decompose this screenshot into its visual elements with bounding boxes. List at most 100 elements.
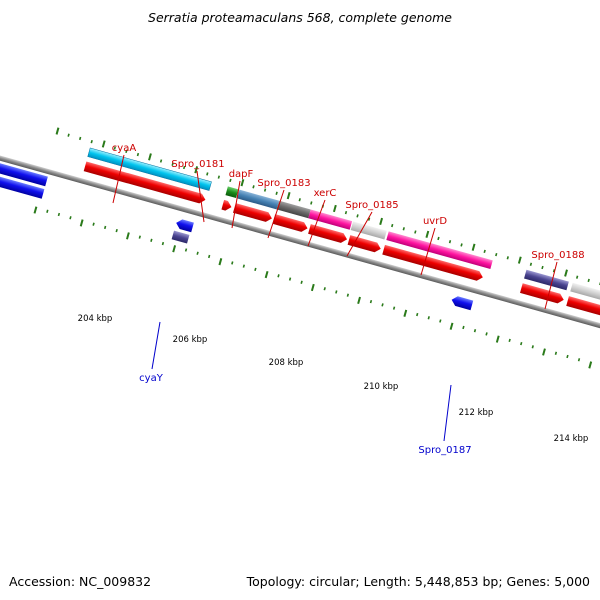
major-tick — [172, 245, 177, 253]
major-tick — [564, 269, 568, 277]
major-tick — [194, 166, 199, 174]
minor-tick — [391, 223, 394, 228]
Spro_0188-feature[interactable] — [524, 269, 569, 291]
connector-Spro_0188 — [544, 261, 558, 310]
connector-Spro_0187 — [443, 384, 452, 442]
minor-tick — [448, 240, 452, 244]
minor-tick — [506, 256, 509, 260]
next-forward-gene[interactable] — [566, 296, 600, 323]
Spro_0181-feature[interactable] — [225, 186, 239, 199]
major-tick — [542, 348, 546, 356]
minor-tick — [206, 172, 209, 176]
dapF-feature[interactable] — [237, 189, 279, 210]
label-dapF[interactable]: dapF — [229, 169, 254, 180]
major-tick — [33, 206, 38, 214]
minor-tick — [575, 275, 579, 279]
major-tick — [379, 217, 384, 226]
minor-tick — [171, 162, 174, 166]
label-cyaY[interactable]: cyaY — [139, 373, 164, 384]
minor-tick — [520, 341, 523, 346]
major-tick — [55, 127, 60, 135]
minor-tick — [346, 293, 350, 297]
xerC-gene[interactable] — [308, 224, 348, 244]
minor-tick — [356, 214, 359, 218]
minor-tick — [277, 274, 280, 278]
scale-label-210: 210 kbp — [364, 382, 399, 392]
cyaY-gene[interactable] — [175, 218, 194, 233]
connector-cyaY — [151, 321, 161, 370]
Spro_0188-gene[interactable] — [520, 283, 565, 304]
genome-summary-text: Topology: circular; Length: 5,448,853 bp… — [246, 574, 590, 589]
uvrD-gene[interactable] — [382, 244, 484, 282]
label-Spro_0181[interactable]: Spro_0181 — [171, 159, 224, 170]
scale-label-214: 214 kbp — [554, 434, 589, 444]
minor-tick — [184, 248, 188, 252]
label-Spro_0185[interactable]: Spro_0185 — [345, 200, 398, 211]
connector-xerC — [307, 199, 326, 247]
major-tick — [264, 270, 269, 279]
major-tick — [286, 191, 291, 200]
dapF-gene[interactable] — [232, 203, 273, 223]
minor-tick — [460, 243, 463, 247]
uvrD-feature[interactable] — [386, 231, 493, 270]
minor-tick — [323, 287, 326, 291]
minor-tick — [495, 252, 498, 257]
cyaA-feature[interactable] — [87, 147, 212, 191]
minor-tick — [92, 222, 95, 226]
Spro_0183-feature[interactable] — [276, 200, 311, 219]
minor-tick — [369, 299, 373, 304]
minor-tick — [254, 267, 257, 272]
minor-tick — [298, 198, 301, 202]
minor-tick — [473, 329, 477, 333]
minor-tick — [182, 165, 186, 170]
Spro_0185-gene[interactable] — [347, 235, 382, 254]
minor-tick — [485, 332, 488, 336]
cyaY-feature[interactable] — [171, 230, 190, 244]
scale-labels: 204 kbp 206 kbp 208 kbp 210 kbp 212 kbp … — [78, 314, 589, 444]
major-tick — [403, 309, 408, 317]
prev-reverse-gene-2[interactable] — [0, 171, 45, 199]
major-tick — [332, 204, 337, 213]
major-tick — [425, 230, 430, 238]
minor-tick — [439, 319, 442, 323]
minor-tick — [483, 249, 486, 254]
label-Spro_0188[interactable]: Spro_0188 — [531, 250, 584, 261]
major-tick — [218, 258, 223, 266]
cyaA-gene[interactable] — [83, 161, 207, 204]
accession-text: Accession: NC_009832 — [9, 574, 151, 589]
minor-tick — [288, 277, 292, 281]
scale-label-212: 212 kbp — [459, 408, 494, 418]
next-gene-feature[interactable] — [570, 282, 600, 308]
gene-tracks — [0, 122, 600, 370]
label-xerC[interactable]: xerC — [314, 188, 337, 199]
minor-tick — [242, 264, 246, 268]
minor-tick — [115, 228, 118, 233]
minor-tick — [229, 178, 232, 183]
prev-reverse-gene-1[interactable] — [0, 159, 48, 187]
Spro_0181-gene[interactable] — [221, 199, 232, 212]
Spro_0185-feature[interactable] — [350, 221, 387, 240]
label-connectors — [112, 154, 558, 442]
connector-Spro_0185 — [346, 211, 373, 257]
major-tick — [588, 361, 593, 369]
minor-tick — [529, 262, 533, 266]
Spro_0183-gene[interactable] — [272, 214, 308, 233]
label-Spro_0183[interactable]: Spro_0183 — [257, 178, 310, 189]
label-uvrD[interactable]: uvrD — [423, 216, 447, 227]
major-tick — [240, 179, 245, 187]
minor-tick — [217, 175, 221, 179]
genome-backbone — [0, 122, 600, 370]
minor-tick — [335, 290, 338, 294]
minor-tick — [416, 312, 419, 317]
minor-tick — [67, 133, 70, 137]
connector-uvrD — [420, 227, 436, 276]
label-Spro_0187[interactable]: Spro_0187 — [418, 445, 471, 456]
scale-label-206: 206 kbp — [173, 335, 208, 345]
Spro_0187-gene[interactable] — [450, 295, 474, 311]
reverse-gene-labels: cyaY Spro_0187 — [139, 373, 471, 456]
minor-tick — [566, 354, 569, 359]
forward-gene-labels: cyaA Spro_0181 dapF Spro_0183 xerC Spro_… — [112, 143, 585, 261]
label-cyaA[interactable]: cyaA — [112, 143, 137, 154]
minor-tick — [263, 188, 267, 192]
